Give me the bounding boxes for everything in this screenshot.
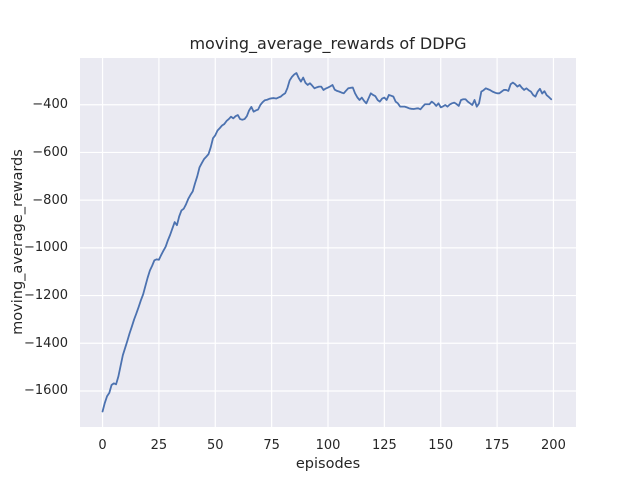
y-tick-label: −800 — [32, 192, 68, 208]
x-tick-label: 125 — [371, 438, 397, 453]
x-tick-label: 0 — [98, 438, 107, 453]
x-tick-label: 50 — [206, 438, 224, 453]
plot-area — [80, 58, 576, 427]
line-chart-svg — [80, 58, 576, 427]
x-axis-label: episodes — [295, 456, 361, 472]
y-tick-label: −600 — [32, 144, 68, 160]
y-axis-label: moving_average_rewards — [10, 149, 26, 335]
x-tick-label: 100 — [315, 438, 341, 453]
y-tick-label: −1400 — [24, 335, 68, 351]
x-tick-label: 150 — [428, 438, 454, 453]
y-tick-label: −1600 — [24, 383, 68, 399]
x-tick-label: 175 — [484, 438, 510, 453]
y-tick-label: −1000 — [24, 240, 68, 256]
x-tick-label: 25 — [150, 438, 168, 453]
y-tick-label: −400 — [32, 97, 68, 113]
x-tick-label: 200 — [541, 438, 566, 453]
y-tick-label: −1200 — [24, 288, 68, 304]
data-series-line — [101, 72, 553, 413]
x-tick-label: 75 — [263, 438, 280, 453]
chart-title: moving_average_rewards of DDPG — [189, 34, 467, 53]
